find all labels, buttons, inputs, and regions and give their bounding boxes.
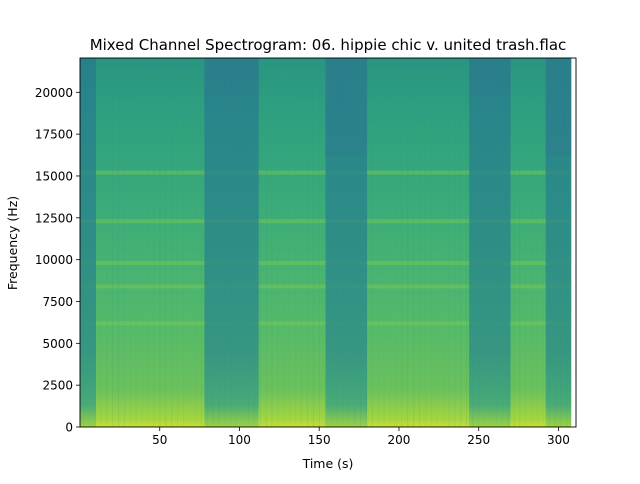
x-tick-label: 200 xyxy=(388,433,411,447)
y-tick-label: 15000 xyxy=(35,169,73,183)
y-tick-label: 17500 xyxy=(35,128,73,142)
y-tick-label: 0 xyxy=(65,421,73,435)
x-axis-label: Time (s) xyxy=(302,456,354,471)
cutoff-region xyxy=(469,58,511,96)
y-tick-label: 10000 xyxy=(35,253,73,267)
spectrum-segment xyxy=(469,58,511,427)
chart-title: Mixed Channel Spectrogram: 06. hippie ch… xyxy=(90,36,567,54)
x-tick-label: 150 xyxy=(308,433,331,447)
spectrum-segment xyxy=(204,58,259,427)
x-tick-label: 250 xyxy=(467,433,490,447)
y-tick-label: 12500 xyxy=(35,211,73,225)
cutoff-region xyxy=(204,58,259,96)
y-tick-label: 5000 xyxy=(42,337,73,351)
y-axis: 0 2500 5000 7500 10000 12500 15000 17500 20000 xyxy=(35,86,80,435)
plot-frame xyxy=(79,57,577,428)
x-tick-label: 300 xyxy=(547,433,570,447)
spectrum-segment xyxy=(80,58,96,427)
y-axis-label: Frequency (Hz) xyxy=(5,196,20,290)
x-tick-label: 50 xyxy=(152,433,167,447)
y-tick-label: 2500 xyxy=(42,379,73,393)
plot-area xyxy=(79,57,577,428)
cutoff-region xyxy=(545,58,572,156)
cutoff-region xyxy=(325,58,368,156)
x-axis: 50 100 150 200 250 300 xyxy=(152,427,570,447)
y-tick-label: 20000 xyxy=(35,86,73,100)
x-tick-label: 100 xyxy=(228,433,251,447)
y-tick-label: 7500 xyxy=(42,295,73,309)
